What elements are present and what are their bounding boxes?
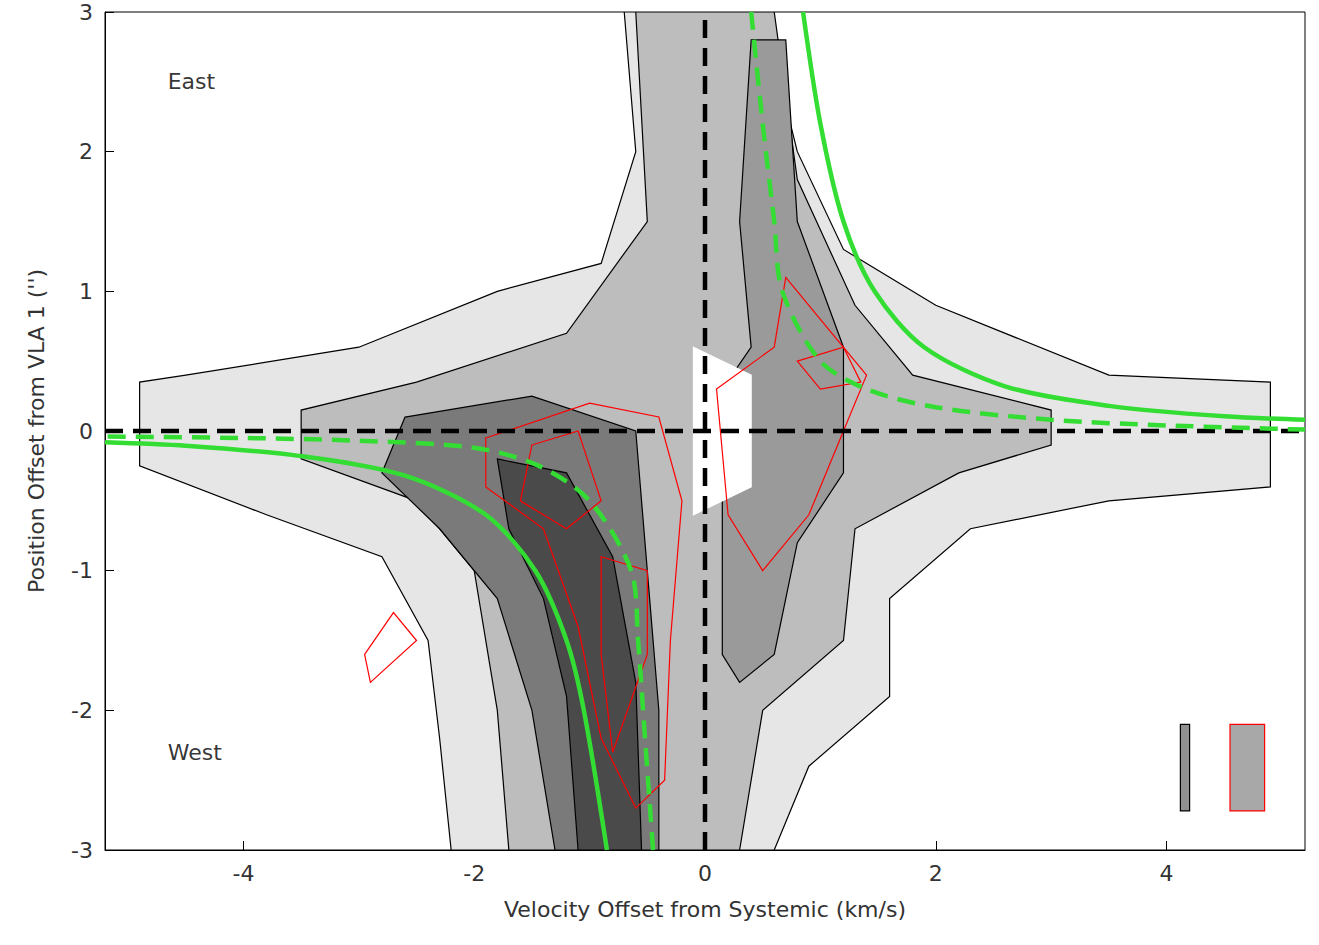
svg-text:East: East	[168, 69, 216, 94]
svg-text:2: 2	[929, 861, 943, 886]
svg-text:2: 2	[79, 139, 93, 164]
svg-text:-3: -3	[71, 838, 93, 863]
svg-text:3: 3	[79, 0, 93, 25]
svg-text:Position Offset from VLA 1 ('': Position Offset from VLA 1 ('')	[24, 269, 49, 593]
svg-text:Velocity Offset from Systemic: Velocity Offset from Systemic (km/s)	[504, 897, 906, 922]
svg-text:West: West	[168, 740, 222, 765]
svg-text:4: 4	[1160, 861, 1174, 886]
svg-text:0: 0	[698, 861, 712, 886]
svg-text:0: 0	[79, 419, 93, 444]
svg-text:-2: -2	[463, 861, 485, 886]
svg-text:-2: -2	[71, 698, 93, 723]
svg-text:-4: -4	[232, 861, 254, 886]
svg-text:1: 1	[79, 279, 93, 304]
svg-text:-1: -1	[71, 558, 93, 583]
